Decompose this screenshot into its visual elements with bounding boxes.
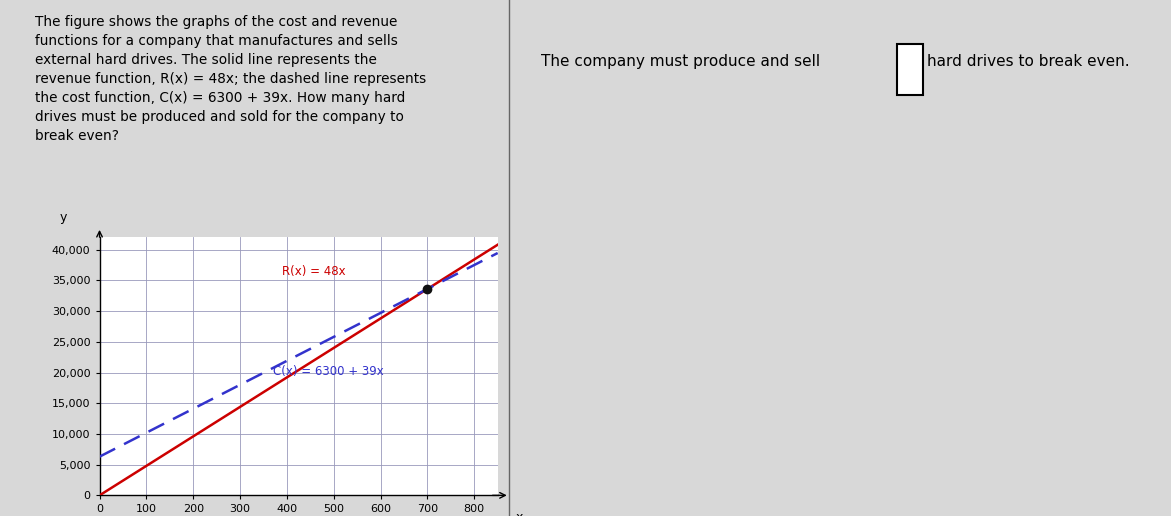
Text: y: y bbox=[60, 212, 68, 224]
Text: C(x) = 6300 + 39x: C(x) = 6300 + 39x bbox=[273, 365, 384, 378]
Text: x: x bbox=[515, 511, 523, 516]
Text: The company must produce and sell: The company must produce and sell bbox=[541, 54, 821, 70]
Bar bbox=[897, 44, 923, 95]
Text: R(x) = 48x: R(x) = 48x bbox=[282, 265, 345, 278]
Text: The figure shows the graphs of the cost and revenue
functions for a company that: The figure shows the graphs of the cost … bbox=[35, 15, 426, 143]
Text: hard drives to break even.: hard drives to break even. bbox=[927, 54, 1130, 70]
